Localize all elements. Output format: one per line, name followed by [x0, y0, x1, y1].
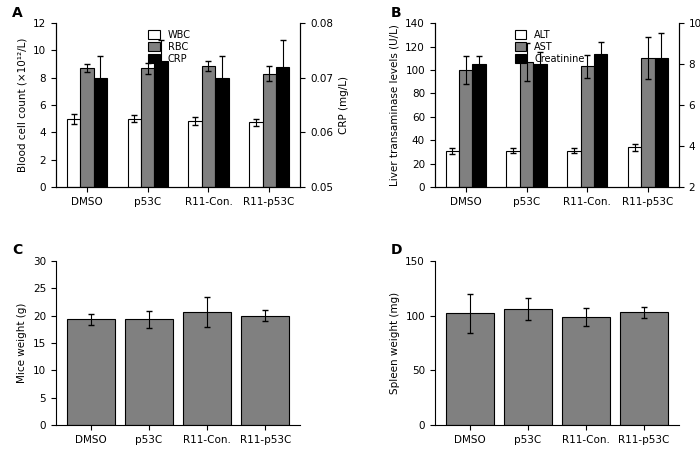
Bar [580, 67, 594, 187]
Bar [202, 66, 215, 187]
Bar [94, 78, 107, 461]
Bar [262, 73, 276, 187]
Bar [141, 68, 155, 187]
Bar [507, 151, 520, 187]
Bar [128, 119, 141, 187]
Bar [215, 78, 228, 461]
Text: C: C [12, 243, 22, 257]
Text: B: B [391, 6, 401, 19]
Y-axis label: Mice weight (g): Mice weight (g) [18, 303, 27, 383]
Bar [183, 312, 231, 425]
Bar [562, 317, 610, 425]
Bar [188, 121, 202, 187]
Bar [446, 314, 494, 425]
Bar [80, 68, 94, 187]
Y-axis label: Liver transaminase levels (U/L): Liver transaminase levels (U/L) [390, 24, 400, 186]
Bar [533, 64, 547, 228]
Bar [620, 312, 668, 425]
Bar [504, 309, 552, 425]
Bar [473, 64, 486, 228]
Y-axis label: Spleen weight (mg): Spleen weight (mg) [390, 292, 400, 394]
Bar [520, 62, 533, 187]
Bar [67, 320, 115, 425]
Bar [241, 316, 289, 425]
Bar [567, 151, 580, 187]
Bar [628, 147, 641, 187]
Bar [654, 58, 668, 228]
Bar [276, 67, 289, 461]
Legend: ALT, AST, Creatinine: ALT, AST, Creatinine [513, 28, 587, 66]
Legend: WBC, RBC, CRP: WBC, RBC, CRP [146, 28, 192, 66]
Y-axis label: Blood cell count (×10¹²/L): Blood cell count (×10¹²/L) [18, 38, 27, 172]
Bar [125, 320, 173, 425]
Bar [594, 54, 607, 228]
Bar [67, 119, 80, 187]
Text: D: D [391, 243, 402, 257]
Bar [446, 151, 459, 187]
Bar [249, 122, 262, 187]
Bar [641, 58, 654, 187]
Y-axis label: CRP (mg/L): CRP (mg/L) [339, 76, 349, 134]
Bar [459, 70, 473, 187]
Bar [155, 61, 168, 461]
Text: A: A [12, 6, 23, 19]
